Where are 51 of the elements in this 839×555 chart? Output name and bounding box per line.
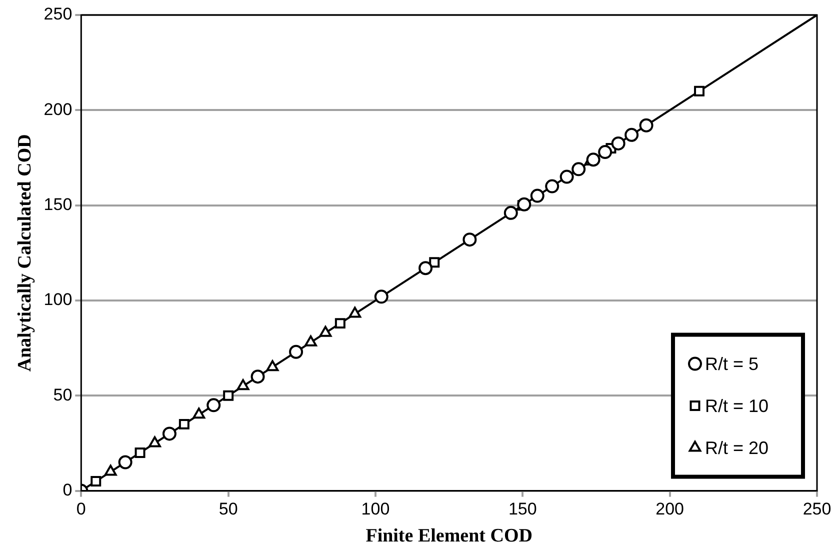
point (517, 197, 532, 212)
point (639, 118, 654, 132)
y-tick-label: 250 (44, 4, 72, 24)
point (304, 335, 317, 346)
point (162, 426, 176, 441)
x-tick-label: 0 (76, 500, 86, 519)
point (206, 398, 221, 412)
legend-label: R/t = 10 (705, 396, 769, 416)
point (694, 86, 705, 96)
y-tick-label: 0 (62, 480, 72, 500)
point (429, 257, 440, 268)
point (223, 390, 234, 401)
y-tick-label: 100 (44, 290, 72, 310)
point (560, 170, 574, 184)
point (374, 290, 388, 304)
legend-label: R/t = 5 (705, 354, 759, 374)
point (545, 179, 560, 194)
point (348, 306, 362, 318)
point (319, 326, 332, 337)
y-axis-title: Analytically Calculated COD (14, 134, 36, 372)
point (530, 188, 544, 203)
x-tick-label: 150 (508, 500, 537, 519)
x-tick-label: 250 (802, 500, 832, 519)
x-tick-label: 50 (218, 500, 238, 519)
point (192, 408, 206, 419)
point (148, 436, 161, 448)
point (611, 136, 626, 150)
point (418, 261, 433, 276)
point (236, 379, 250, 390)
point (624, 128, 639, 142)
x-tick-label: 100 (361, 500, 390, 519)
point (90, 476, 102, 487)
legend-label: R/t = 20 (705, 438, 769, 458)
point (178, 418, 190, 430)
x-axis-title: Finite Element COD (366, 526, 532, 547)
point (572, 162, 586, 176)
point (586, 152, 600, 167)
y-tick-label: 50 (53, 385, 72, 404)
point (118, 455, 132, 470)
y-tick-label: 150 (44, 195, 72, 214)
point (504, 206, 518, 220)
point (289, 344, 304, 359)
point (250, 370, 265, 384)
point (266, 360, 279, 372)
point (598, 145, 612, 160)
x-tick-label: 200 (656, 500, 684, 519)
point (104, 464, 117, 476)
point (462, 232, 477, 247)
point (334, 318, 346, 329)
point (134, 447, 146, 458)
y-tick-label: 200 (44, 100, 72, 119)
